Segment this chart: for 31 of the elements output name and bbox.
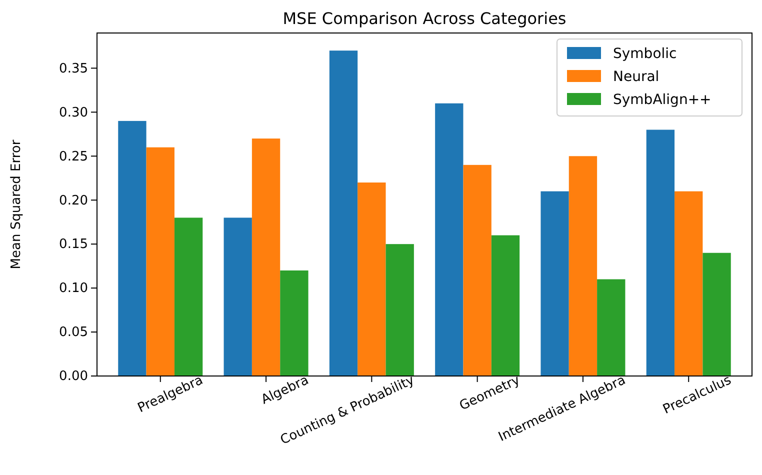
bar — [540, 191, 569, 376]
bar — [252, 138, 280, 376]
bar — [463, 164, 492, 376]
bar — [280, 270, 308, 376]
bar — [491, 235, 520, 376]
y-tick-label: 0.00 — [59, 369, 88, 384]
y-tick-label: 0.20 — [59, 193, 88, 208]
bar — [702, 252, 731, 376]
bar — [646, 130, 675, 376]
bar — [568, 156, 598, 376]
bar — [386, 244, 414, 376]
bar — [329, 50, 358, 376]
legend-label: Neural — [613, 69, 660, 85]
bar — [358, 182, 386, 376]
y-tick-label: 0.05 — [59, 325, 88, 340]
y-tick-label: 0.30 — [59, 105, 88, 120]
bar — [597, 279, 626, 376]
chart-title: MSE Comparison Across Categories — [282, 9, 566, 28]
bar — [118, 120, 146, 376]
y-tick-label: 0.10 — [59, 281, 88, 296]
bar — [224, 218, 252, 376]
bar — [435, 103, 464, 376]
bar — [146, 147, 174, 376]
bar — [174, 218, 203, 376]
legend-label: SymbAlign++ — [613, 92, 712, 108]
y-tick-label: 0.15 — [59, 237, 88, 252]
y-tick-label: 0.35 — [59, 61, 88, 76]
legend-label: Symbolic — [613, 46, 677, 62]
y-tick-label: 0.25 — [59, 149, 88, 164]
y-axis-title: Mean Squared Error — [9, 139, 24, 270]
bar — [674, 191, 703, 376]
